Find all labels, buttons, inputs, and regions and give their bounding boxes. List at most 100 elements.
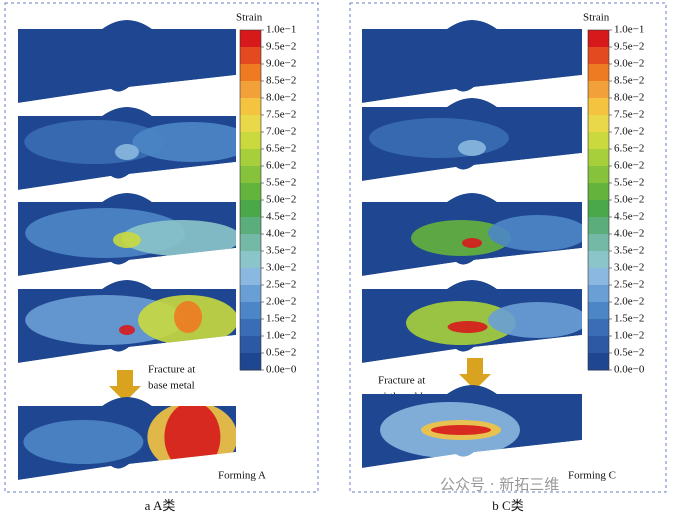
colorbar-band <box>240 183 261 201</box>
colorbar-band <box>240 336 261 354</box>
colorbar-band <box>240 149 261 167</box>
colorbar-label: 2.5e−2 <box>614 279 644 291</box>
colorbar-band <box>240 166 261 184</box>
simulation-image <box>362 193 582 276</box>
colorbar-band <box>588 285 609 303</box>
colorbar-label: 0.5e−2 <box>614 347 644 359</box>
colorbar-title: Strain <box>236 12 263 24</box>
annotation: Fracture at <box>148 364 195 376</box>
colorbar-band <box>240 47 261 65</box>
colorbar-band <box>588 302 609 320</box>
colorbar-label: 6.5e−2 <box>614 143 644 155</box>
colorbar-label: 9.0e−2 <box>266 58 296 70</box>
colorbar-label: 1.0e−2 <box>266 330 296 342</box>
simulation-image <box>18 280 236 363</box>
colorbar-label: 5.0e−2 <box>266 194 296 206</box>
colorbar-label: 8.0e−2 <box>614 92 644 104</box>
colorbar-label: 7.5e−2 <box>614 109 644 121</box>
colorbar-label: 3.5e−2 <box>614 245 644 257</box>
simulation-image <box>18 20 236 103</box>
panel-caption: a A类 <box>145 498 176 513</box>
colorbar-band <box>588 64 609 82</box>
colorbar-band <box>240 115 261 133</box>
colorbar-band <box>240 319 261 337</box>
watermark: 公众号 · 新拓三维 <box>440 476 559 494</box>
colorbar-band <box>588 47 609 65</box>
colorbar-band <box>588 234 609 252</box>
simulation-image <box>362 385 582 468</box>
colorbar-band <box>588 200 609 218</box>
simulation-image <box>362 20 582 103</box>
colorbar-band <box>588 98 609 116</box>
colorbar-label: 8.5e−2 <box>614 75 644 87</box>
colorbar-label: 9.0e−2 <box>614 58 644 70</box>
colorbar-band <box>240 30 261 48</box>
colorbar-band <box>588 183 609 201</box>
colorbar-label: 1.0e−1 <box>614 24 644 36</box>
colorbar-band <box>588 132 609 150</box>
simulation-image <box>362 98 582 181</box>
colorbar-band <box>588 81 609 99</box>
colorbar-band <box>588 336 609 354</box>
colorbar-band <box>588 319 609 337</box>
colorbar-label: 3.5e−2 <box>266 245 296 257</box>
colorbar-label: 2.0e−2 <box>266 296 296 308</box>
colorbar-band <box>240 200 261 218</box>
colorbar-label: 5.5e−2 <box>266 177 296 189</box>
colorbar-label: 2.0e−2 <box>614 296 644 308</box>
colorbar-label: 2.5e−2 <box>266 279 296 291</box>
panel-frame <box>4 2 319 493</box>
colorbar-band <box>240 268 261 286</box>
colorbar-label: 4.0e−2 <box>266 228 296 240</box>
colorbar-label: 6.0e−2 <box>266 160 296 172</box>
colorbar-band <box>240 353 261 371</box>
colorbar-label: 5.5e−2 <box>614 177 644 189</box>
colorbar-label: 6.0e−2 <box>614 160 644 172</box>
colorbar-band <box>240 251 261 269</box>
colorbar-band <box>240 234 261 252</box>
colorbar-label: 0.0e−0 <box>614 364 645 376</box>
colorbar-label: 1.0e−2 <box>614 330 644 342</box>
forming-label: Forming C <box>568 470 616 482</box>
colorbar-band <box>588 217 609 235</box>
panel-frame <box>349 2 667 493</box>
colorbar-band <box>240 81 261 99</box>
colorbar-label: 3.0e−2 <box>266 262 296 274</box>
colorbar-label: 1.5e−2 <box>614 313 644 325</box>
colorbar-band <box>240 302 261 320</box>
colorbar-band <box>240 98 261 116</box>
colorbar-label: 9.5e−2 <box>266 41 296 53</box>
simulation-image <box>362 280 582 363</box>
colorbar-label: 6.5e−2 <box>266 143 296 155</box>
colorbar-band <box>588 268 609 286</box>
colorbar-label: 8.5e−2 <box>266 75 296 87</box>
colorbar-label: 7.5e−2 <box>266 109 296 121</box>
colorbar-label: 0.0e−0 <box>266 364 297 376</box>
colorbar-band <box>240 217 261 235</box>
colorbar-band <box>588 251 609 269</box>
colorbar-label: 5.0e−2 <box>614 194 644 206</box>
colorbar-label: 1.5e−2 <box>266 313 296 325</box>
annotation: base metal <box>148 380 195 392</box>
colorbar-band <box>588 353 609 371</box>
colorbar-label: 4.0e−2 <box>614 228 644 240</box>
arrow <box>459 358 491 390</box>
colorbar-label: 4.5e−2 <box>614 211 644 223</box>
colorbar-band <box>588 149 609 167</box>
colorbar-label: 8.0e−2 <box>266 92 296 104</box>
colorbar-label: 7.0e−2 <box>266 126 296 138</box>
simulation-image <box>18 107 236 190</box>
forming-label: Forming A <box>218 470 266 482</box>
colorbar-band <box>588 30 609 48</box>
colorbar-band <box>240 285 261 303</box>
colorbar-band <box>588 166 609 184</box>
arrow <box>109 370 141 402</box>
simulation-image <box>18 193 236 276</box>
annotation: Fracture at <box>378 375 425 387</box>
colorbar-band <box>240 132 261 150</box>
colorbar-band <box>588 115 609 133</box>
colorbar-label: 0.5e−2 <box>266 347 296 359</box>
colorbar-label: 4.5e−2 <box>266 211 296 223</box>
colorbar-band <box>240 64 261 82</box>
